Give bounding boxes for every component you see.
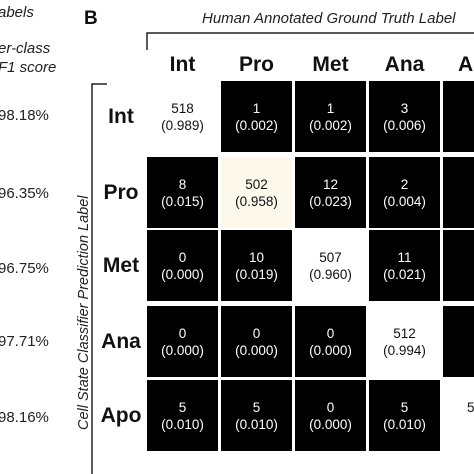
- f1-score-met: 96.75%: [0, 260, 49, 277]
- cell-fraction: (0.010): [161, 417, 204, 432]
- cell-fraction: (0.960): [309, 267, 352, 282]
- column-label-met: Met: [312, 53, 349, 76]
- panel-a-header-line1: abels: [0, 4, 34, 21]
- cell-count: 0: [252, 326, 261, 341]
- cell-fraction: (0.000): [309, 343, 352, 358]
- f1-score-apo: 98.16%: [0, 409, 49, 426]
- matrix-cell-ana-pro: 0 (0.000): [221, 306, 292, 377]
- matrix-cell-met-a: [443, 230, 474, 301]
- matrix-cell-met-ana: 11 (0.021): [369, 230, 440, 301]
- matrix-cell-ana-ana: 512 (0.994): [369, 306, 440, 377]
- x-axis-title: Human Annotated Ground Truth Label: [202, 10, 456, 27]
- cell-fraction: (0.958): [235, 194, 278, 209]
- row-label-met: Met: [102, 254, 140, 277]
- cell-count: 1: [252, 101, 261, 116]
- cell-count: 518: [171, 101, 194, 116]
- cell-count: 0: [326, 400, 335, 415]
- matrix-cell-pro-a: [443, 157, 474, 228]
- matrix-cell-pro-pro: 502 (0.958): [221, 157, 292, 228]
- column-label-a: A: [458, 53, 474, 76]
- cell-count: 502: [245, 177, 268, 192]
- cell-fraction: (0.006): [383, 118, 426, 133]
- matrix-cell-apo-int: 5 (0.010): [147, 380, 218, 451]
- matrix-cell-int-a: [443, 81, 474, 152]
- matrix-cell-apo-pro: 5 (0.010): [221, 380, 292, 451]
- cell-fraction: (0.010): [235, 417, 278, 432]
- panel-a-header-line3: F1 score: [0, 59, 57, 76]
- matrix-cell-int-met: 1 (0.002): [295, 81, 366, 152]
- cell-count: 1: [326, 101, 335, 116]
- cell-fraction: (0.010): [383, 417, 426, 432]
- f1-score-ana: 97.71%: [0, 333, 49, 350]
- row-label-apo: Apo: [100, 404, 142, 427]
- cell-count: 3: [400, 101, 409, 116]
- matrix-cell-apo-ana: 5 (0.010): [369, 380, 440, 451]
- matrix-cell-ana-int: 0 (0.000): [147, 306, 218, 377]
- cell-count: 10: [248, 250, 265, 265]
- row-label-ana: Ana: [101, 330, 141, 353]
- cell-count: 8: [178, 177, 187, 192]
- cell-fraction: (0.002): [309, 118, 352, 133]
- matrix-cell-apo-a: 5: [443, 380, 474, 451]
- cell-fraction: (0.019): [235, 267, 278, 282]
- matrix-cell-ana-met: 0 (0.000): [295, 306, 366, 377]
- cell-count: 507: [319, 250, 342, 265]
- matrix-cell-ana-a: [443, 306, 474, 377]
- matrix-cell-pro-ana: 2 (0.004): [369, 157, 440, 228]
- cell-count: 11: [397, 250, 412, 265]
- cell-fraction: (0.000): [235, 343, 278, 358]
- cell-fraction: (0.000): [161, 267, 204, 282]
- matrix-cell-pro-int: 8 (0.015): [147, 157, 218, 228]
- matrix-cell-int-pro: 1 (0.002): [221, 81, 292, 152]
- x-bracket-line: [146, 32, 474, 50]
- cell-fraction: (0.989): [161, 118, 204, 133]
- panel-b-letter: B: [84, 8, 98, 29]
- matrix-cell-met-pro: 10 (0.019): [221, 230, 292, 301]
- matrix-cell-pro-met: 12 (0.023): [295, 157, 366, 228]
- row-label-int: Int: [108, 105, 134, 128]
- cell-fraction: (0.000): [309, 417, 352, 432]
- column-label-pro: Pro: [238, 53, 274, 76]
- cell-fraction: (0.023): [309, 194, 352, 209]
- cell-fraction: (0.021): [383, 267, 426, 282]
- column-label-int: Int: [169, 53, 196, 76]
- cell-count: 512: [393, 326, 416, 341]
- cell-count: 5: [178, 400, 187, 415]
- cell-count: 5: [252, 400, 261, 415]
- cell-fraction: (0.015): [161, 194, 204, 209]
- matrix-cell-met-met: 507 (0.960): [295, 230, 366, 301]
- cell-fraction: (0.004): [383, 194, 426, 209]
- cell-fraction: (0.000): [161, 343, 204, 358]
- cell-count: 0: [178, 250, 187, 265]
- f1-score-int: 98.18%: [0, 107, 49, 124]
- cell-count: 12: [322, 177, 339, 192]
- column-label-ana: Ana: [384, 53, 425, 76]
- matrix-cell-int-int: 518 (0.989): [147, 81, 218, 152]
- y-bracket-line: [91, 83, 107, 474]
- cell-count: 5: [467, 400, 474, 415]
- matrix-cell-met-int: 0 (0.000): [147, 230, 218, 301]
- cell-fraction: (0.002): [235, 118, 278, 133]
- cell-count: 5: [400, 400, 409, 415]
- cell-count: 2: [400, 177, 409, 192]
- row-label-pro: Pro: [103, 181, 139, 204]
- cell-count: 0: [178, 326, 187, 341]
- matrix-cell-apo-met: 0 (0.000): [295, 380, 366, 451]
- cell-fraction: (0.994): [383, 343, 426, 358]
- cell-count: 0: [326, 326, 335, 341]
- panel-a-header-line2: er-class: [0, 40, 51, 57]
- f1-score-pro: 96.35%: [0, 185, 49, 202]
- matrix-cell-int-ana: 3 (0.006): [369, 81, 440, 152]
